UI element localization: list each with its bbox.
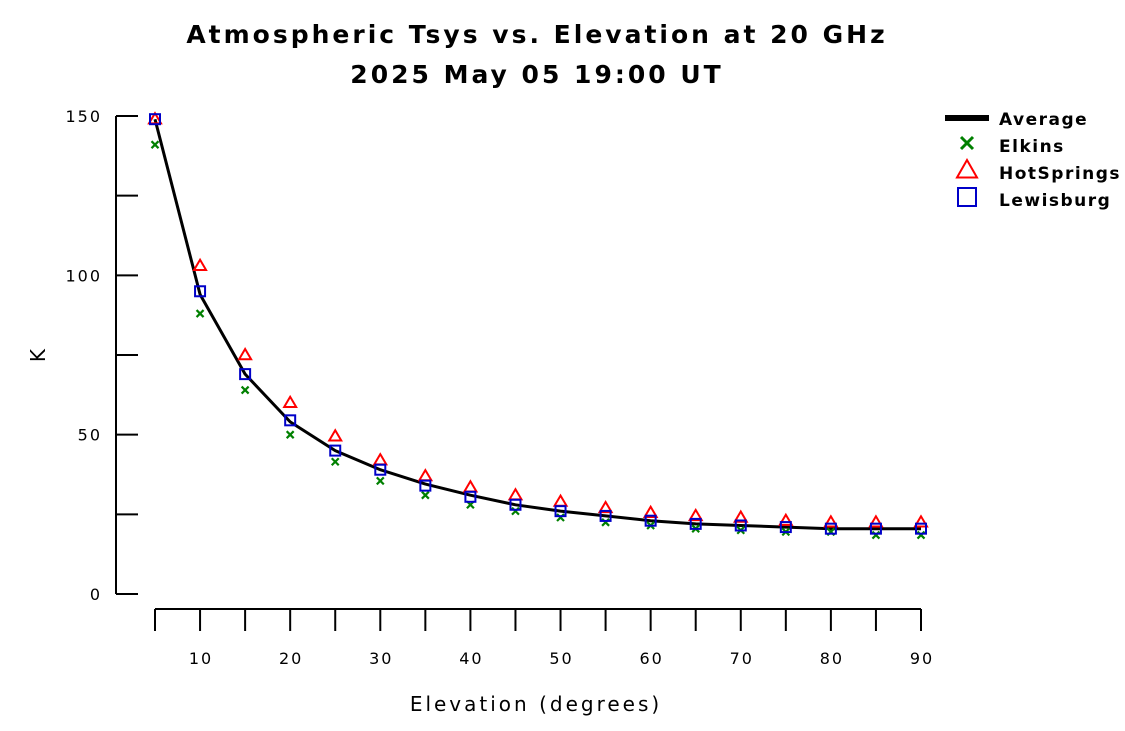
series-line-average bbox=[153, 118, 921, 531]
data-point-elkins bbox=[240, 385, 250, 395]
plot-area bbox=[147, 111, 929, 540]
data-point-lewisburg bbox=[284, 414, 297, 427]
x-tick-label: 50 bbox=[549, 649, 573, 668]
data-point-hotsprings bbox=[417, 468, 434, 482]
data-point-elkins bbox=[376, 476, 385, 486]
legend-label: Lewisburg bbox=[999, 191, 1111, 211]
y-tick-label: 50 bbox=[78, 426, 102, 445]
data-point-lewisburg bbox=[734, 519, 747, 532]
data-point-elkins bbox=[150, 140, 160, 149]
x-axis: 10 20 30 40 50 60 70 80 90 bbox=[154, 608, 934, 668]
x-tick-label: 10 bbox=[189, 649, 213, 668]
x-tick-label: 90 bbox=[910, 649, 934, 668]
series-hotsprings bbox=[147, 111, 929, 528]
data-point-lewisburg bbox=[824, 522, 837, 535]
series-lewisburg bbox=[149, 113, 927, 535]
legend: Average Elkins HotSprings Lewisburg bbox=[945, 110, 1121, 211]
legend-item-average: Average bbox=[945, 110, 1088, 130]
data-point-elkins bbox=[601, 518, 610, 527]
data-point-elkins bbox=[916, 530, 926, 540]
legend-swatch bbox=[959, 135, 975, 151]
data-point-hotsprings bbox=[192, 257, 208, 271]
data-point-lewisburg bbox=[644, 514, 657, 527]
data-point-lewisburg bbox=[509, 498, 522, 511]
data-point-hotsprings bbox=[282, 394, 298, 408]
data-point-hotsprings bbox=[372, 452, 389, 466]
data-point-hotsprings bbox=[552, 493, 569, 507]
data-point-lewisburg bbox=[419, 479, 432, 492]
legend-item-hotsprings: HotSprings bbox=[955, 157, 1121, 184]
data-point-elkins bbox=[285, 430, 295, 439]
y-tick-label: 0 bbox=[90, 585, 102, 604]
x-tick-label: 80 bbox=[820, 649, 844, 668]
data-point-hotsprings bbox=[597, 499, 614, 514]
data-point-hotsprings bbox=[327, 428, 343, 442]
x-tick-label: 60 bbox=[639, 649, 663, 668]
legend-swatch bbox=[957, 187, 977, 207]
data-point-lewisburg bbox=[374, 463, 387, 476]
chart-title: Atmospheric Tsys vs. Elevation at 20 GHz bbox=[186, 20, 887, 49]
data-point-hotsprings bbox=[507, 487, 524, 501]
x-tick-label: 40 bbox=[459, 649, 483, 668]
data-point-elkins bbox=[195, 309, 205, 318]
data-point-hotsprings bbox=[687, 507, 704, 522]
legend-label: HotSprings bbox=[999, 164, 1121, 184]
legend-label: Average bbox=[999, 110, 1088, 130]
data-point-lewisburg bbox=[239, 368, 252, 381]
legend-swatch bbox=[955, 157, 979, 179]
data-point-elkins bbox=[511, 506, 520, 516]
data-point-hotsprings bbox=[642, 504, 659, 518]
x-tick-label: 70 bbox=[730, 649, 754, 668]
data-point-elkins bbox=[421, 490, 430, 500]
data-point-hotsprings bbox=[868, 514, 884, 528]
data-point-lewisburg bbox=[464, 490, 477, 503]
series-elkins bbox=[150, 140, 926, 540]
data-point-lewisburg bbox=[599, 509, 612, 522]
legend-item-elkins: Elkins bbox=[959, 135, 1065, 157]
chart-subtitle: 2025 May 05 19:00 UT bbox=[350, 60, 723, 89]
data-point-hotsprings bbox=[823, 514, 839, 528]
y-axis: 0 50 100 150 bbox=[65, 107, 138, 604]
x-tick-label: 20 bbox=[279, 649, 303, 668]
data-point-lewisburg bbox=[869, 522, 882, 535]
y-tick-label: 150 bbox=[65, 107, 102, 126]
data-point-elkins bbox=[330, 457, 340, 467]
data-point-lewisburg bbox=[149, 113, 161, 126]
legend-label: Elkins bbox=[999, 137, 1065, 157]
data-point-lewisburg bbox=[915, 522, 927, 535]
data-point-hotsprings bbox=[237, 347, 253, 361]
data-point-elkins bbox=[871, 530, 881, 540]
data-point-elkins bbox=[556, 513, 565, 522]
y-tick-label: 100 bbox=[65, 266, 102, 285]
data-point-hotsprings bbox=[733, 509, 749, 523]
data-point-lewisburg bbox=[554, 505, 567, 518]
data-point-hotsprings bbox=[913, 514, 929, 528]
data-point-lewisburg bbox=[779, 521, 792, 534]
data-point-lewisburg bbox=[194, 285, 207, 298]
data-point-lewisburg bbox=[329, 444, 342, 457]
x-tick-label: 30 bbox=[369, 649, 393, 668]
y-axis-label: K bbox=[26, 346, 50, 362]
data-point-hotsprings bbox=[778, 512, 794, 526]
data-point-hotsprings bbox=[462, 479, 479, 493]
data-point-lewisburg bbox=[689, 517, 702, 530]
legend-item-lewisburg: Lewisburg bbox=[957, 187, 1111, 211]
x-axis-label: Elevation (degrees) bbox=[410, 692, 662, 716]
